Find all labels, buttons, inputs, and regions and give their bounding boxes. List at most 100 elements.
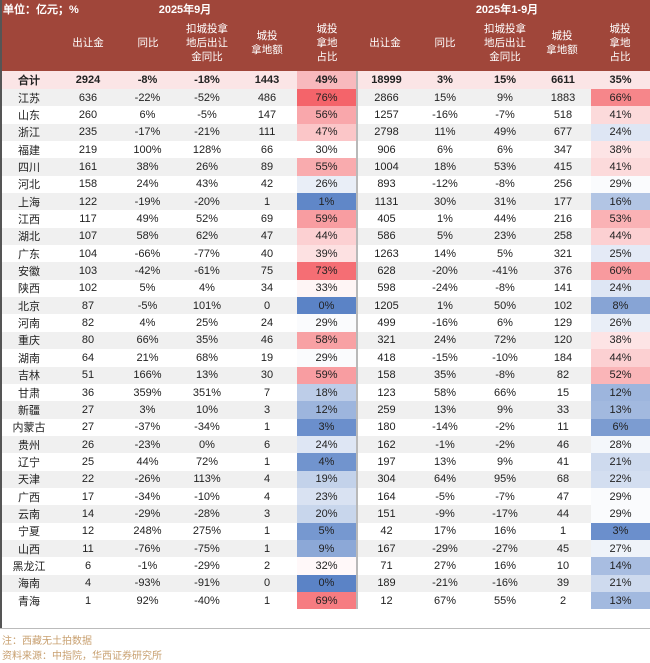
province-name: 河南 [18,318,40,331]
ytd-lgfv-share-cell: 41% [591,158,650,176]
month-lgfv-amount-cell: 7 [263,386,271,399]
province-name: 天津 [0,470,58,488]
month-lgfv-amount-cell: 66 [260,143,274,156]
ytd-transfer-fee-cell: 1257 [374,109,399,122]
month-lgfv-share-cell: 26% [297,175,358,194]
ytd-transfer-fee-cell: 180 [377,421,396,434]
ytd-yoy-cell: 6% [437,143,453,156]
ytd-lgfv-amount-cell: 15 [556,386,570,399]
month-transfer-fee-cell: 36 [81,386,95,399]
month-ex-lgfv-yoy-cell: 43% [195,178,219,191]
province-name: 北京 [0,297,58,315]
ytd-yoy-cell: -14% [432,421,458,434]
ytd-lgfv-amount-cell: 11 [557,421,569,434]
month-ex-lgfv-yoy-cell: -21% [177,123,237,142]
ytd-lgfv-share-cell: 27% [591,539,650,558]
province-name: 浙江 [0,123,58,142]
ytd-ex-lgfv-yoy-cell: -2% [495,421,515,434]
ytd-yoy-cell: 13% [415,401,475,419]
month-yoy-cell: -29% [118,505,177,523]
ytd-yoy-cell: 27% [433,559,457,572]
ytd-ex-lgfv-yoy-cell: 66% [493,386,517,399]
ytd-ex-lgfv-yoy-cell: 31% [475,193,535,211]
month-lgfv-share-cell: 18% [297,383,358,402]
ytd-transfer-fee-cell: 321 [357,331,415,350]
ytd-transfer-fee-cell: 304 [357,470,415,488]
table-row: 湖北 107 58% 62% 47 44% 586 5% 23% 258 44% [0,227,650,246]
month-ex-lgfv-yoy-cell: -20% [177,193,237,211]
month-lgfv-share-cell: 39% [297,245,358,263]
month-ex-lgfv-yoy-cell: 0% [177,435,237,454]
table-row: 河北 158 24% 43% 42 26% 893 -12% -8% 256 29% [0,175,650,194]
month-lgfv-share-cell: 29% [297,314,358,332]
table-bottom-border [0,628,650,629]
month-transfer-fee-cell: 117 [79,213,97,226]
month-yoy-cell: 24% [136,178,159,191]
month-lgfv-share-cell: 9% [297,539,358,558]
table-row: 广东 104 -66% -77% 40 39% 1263 14% 5% 321 25% [0,245,650,263]
ytd-lgfv-share-cell: 24% [591,123,650,142]
ytd-lgfv-share-cell: 26% [591,314,650,332]
ytd-lgfv-amount-cell: 10 [556,559,570,572]
ytd-transfer-fee-cell: 906 [377,143,396,156]
province-name: 江西 [18,214,40,227]
ytd-yoy-cell: -9% [415,505,475,523]
land-transfer-table: 合计 2924 -8% -18% 1443 49% 18999 3% 15% 6611 35% 江苏 6… [0,71,650,610]
province-name: 山西 [0,539,58,558]
ytd-ex-lgfv-yoy-cell: -8% [475,366,535,384]
ytd-yoy-cell: 11% [415,123,475,142]
month-ex-lgfv-yoy-cell: 62% [177,227,237,246]
table-row: 江西 117 49% 52% 69 59% 405 1% 44% 216 53% [0,210,650,228]
month-lgfv-share-cell: 73% [297,262,358,280]
month-ex-lgfv-yoy-cell: 25% [195,317,219,330]
month-transfer-fee-cell: 1 [84,594,92,607]
month-yoy-cell: -34% [134,490,161,503]
month-yoy-cell: 66% [118,331,177,350]
month-ex-lgfv-yoy-cell: -75% [177,539,237,558]
month-transfer-fee-cell: 51 [58,366,118,384]
ytd-lgfv-share-cell: 35% [591,71,650,89]
ytd-ex-lgfv-yoy-cell: 16% [493,559,517,572]
ytd-ex-lgfv-yoy-cell: 6% [497,317,513,330]
table-row: 天津 22 -26% 113% 4 19% 304 64% 95% 68 22% [0,470,650,488]
ytd-yoy-cell: 67% [433,594,457,607]
month-ex-lgfv-yoy-cell: -40% [194,594,220,607]
month-lgfv-share-cell: 3% [297,418,358,436]
month-ex-lgfv-yoy-cell: 101% [177,297,237,315]
ytd-transfer-fee-cell: 628 [357,262,415,280]
ytd-transfer-fee-cell: 197 [377,455,396,468]
ytd-ex-lgfv-yoy-cell: -7% [495,109,515,122]
ytd-lgfv-share-cell: 29% [591,175,650,194]
month-lgfv-amount-cell: 1 [237,193,297,211]
ytd-lgfv-amount-cell: 33 [535,401,591,419]
month-lgfv-amount-cell: 75 [237,262,297,280]
month-lgfv-amount-cell: 46 [237,331,297,350]
month-lgfv-share-cell: 44% [297,227,358,246]
month-yoy-cell: -5% [118,297,177,315]
month-transfer-fee-cell: 64 [81,351,95,364]
ytd-lgfv-amount-cell: 258 [535,227,591,246]
ytd-lgfv-share-cell: 21% [591,453,650,471]
month-transfer-fee-cell: 87 [58,297,118,315]
month-lgfv-amount-cell: 0 [237,574,297,592]
month-yoy-cell: 5% [139,282,156,295]
period-month-label: 2025年9月 [158,4,212,16]
ytd-yoy-cell: -29% [415,539,475,558]
table-row: 福建 219 100% 128% 66 30% 906 6% 6% 347 38% [0,141,650,159]
ytd-ex-lgfv-yoy-cell: 6% [497,143,513,156]
ytd-yoy-cell: 3% [415,71,475,89]
col-header-transfer-fee-ytd: 出让金 [369,37,401,49]
ytd-lgfv-share-cell: 29% [591,505,650,523]
month-yoy-cell: -42% [118,262,177,280]
ytd-ex-lgfv-yoy-cell: 16% [493,525,517,538]
ytd-transfer-fee-cell: 2798 [357,123,415,142]
ytd-lgfv-share-cell: 29% [591,487,650,506]
ytd-lgfv-amount-cell: 1 [559,525,567,538]
ytd-ex-lgfv-yoy-cell: 53% [475,158,535,176]
province-name: 福建 [18,144,40,157]
month-lgfv-share-cell: 0% [297,574,358,592]
ytd-ex-lgfv-yoy-cell: 55% [493,594,517,607]
month-transfer-fee-cell: 235 [58,123,118,142]
ytd-lgfv-amount-cell: 347 [553,143,573,156]
ytd-lgfv-share-cell: 38% [591,331,650,350]
